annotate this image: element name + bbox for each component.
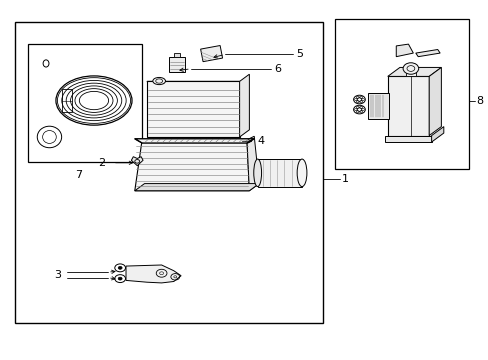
Bar bbox=[385, 136, 431, 142]
Polygon shape bbox=[257, 159, 302, 186]
Polygon shape bbox=[135, 184, 259, 191]
Polygon shape bbox=[395, 44, 412, 57]
Text: 5: 5 bbox=[295, 49, 302, 59]
Polygon shape bbox=[126, 265, 181, 283]
Text: 4: 4 bbox=[257, 136, 264, 146]
Bar bbox=[15, 22, 322, 323]
Text: 2: 2 bbox=[98, 158, 105, 168]
Ellipse shape bbox=[253, 159, 261, 186]
Text: 6: 6 bbox=[273, 64, 280, 74]
Bar bbox=[387, 76, 428, 136]
Polygon shape bbox=[147, 81, 239, 137]
Polygon shape bbox=[173, 53, 179, 57]
Polygon shape bbox=[147, 81, 239, 89]
Text: 7: 7 bbox=[75, 170, 82, 180]
Bar bbox=[405, 68, 415, 76]
Text: 8: 8 bbox=[475, 96, 482, 107]
Polygon shape bbox=[168, 57, 184, 72]
Text: 3: 3 bbox=[55, 270, 61, 280]
Polygon shape bbox=[135, 139, 254, 143]
Polygon shape bbox=[131, 157, 143, 166]
Ellipse shape bbox=[297, 159, 306, 186]
Polygon shape bbox=[239, 74, 249, 137]
Ellipse shape bbox=[118, 266, 122, 269]
Ellipse shape bbox=[402, 63, 418, 74]
Bar bbox=[367, 94, 388, 118]
Bar bbox=[334, 19, 468, 169]
Polygon shape bbox=[428, 67, 441, 136]
Text: 1: 1 bbox=[341, 174, 348, 184]
Polygon shape bbox=[200, 45, 222, 62]
Ellipse shape bbox=[153, 77, 165, 85]
Ellipse shape bbox=[118, 277, 122, 280]
Polygon shape bbox=[387, 67, 441, 76]
Polygon shape bbox=[431, 127, 443, 142]
Polygon shape bbox=[135, 140, 249, 191]
Polygon shape bbox=[415, 50, 439, 57]
Bar bbox=[27, 44, 142, 162]
Polygon shape bbox=[246, 136, 259, 191]
